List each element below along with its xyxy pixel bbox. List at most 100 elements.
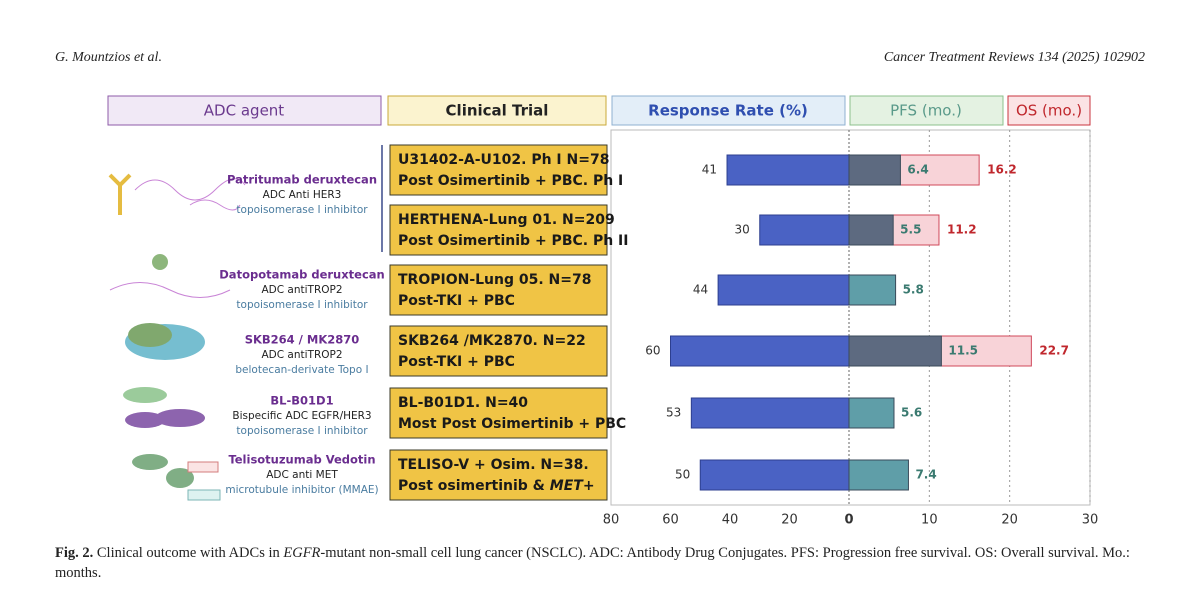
data-label: 44 bbox=[693, 283, 708, 297]
trial-text-part: Post-TKI + PBC bbox=[398, 293, 515, 309]
data-label: 16.2 bbox=[987, 163, 1017, 177]
header-box bbox=[387, 95, 607, 126]
agent-name: BL-B01D1 bbox=[270, 394, 333, 408]
header-box bbox=[107, 95, 382, 126]
column-header: Clinical Trial bbox=[446, 102, 549, 120]
data-label: 11.5 bbox=[948, 344, 978, 358]
response-bar bbox=[717, 274, 850, 306]
response-bar bbox=[670, 335, 850, 367]
caption-text: -mutant non-small cell lung cancer (NSCL… bbox=[55, 545, 1130, 581]
x-tick-label: 80 bbox=[603, 513, 620, 528]
trial-text: Post-TKI + PBC bbox=[398, 293, 515, 309]
agent-name: Datopotamab deruxtecan bbox=[219, 268, 384, 282]
pfs-bar bbox=[848, 154, 901, 186]
legend-entry: OS (mo.) bbox=[1016, 102, 1082, 120]
x-tick-label: 60 bbox=[662, 513, 679, 528]
data-label: 5.5 bbox=[900, 223, 921, 237]
caption-label: Fig. 2. bbox=[55, 545, 94, 561]
trial-text: TELISO-V + Osim. N=38. bbox=[398, 457, 589, 473]
agent-type: Bispecific ADC EGFR/HER3 bbox=[232, 410, 371, 422]
legend-entry: Response Rate (%) bbox=[648, 102, 808, 120]
trial-box bbox=[389, 325, 608, 377]
trial-text: Post osimertinib & MET+ bbox=[398, 478, 595, 494]
data-label: 5.8 bbox=[903, 283, 924, 297]
data-label: 6.4 bbox=[907, 163, 928, 177]
trial-text-part: U31402-A-U102. Ph I N=78 bbox=[398, 152, 609, 168]
header-box bbox=[1007, 95, 1091, 126]
x-tick-label: 40 bbox=[722, 513, 739, 528]
trial-text-part: Post osimertinib & bbox=[398, 478, 550, 494]
trial-text: U31402-A-U102. Ph I N=78 bbox=[398, 152, 609, 168]
agent-type: ADC antiTROP2 bbox=[261, 284, 342, 296]
trial-box bbox=[389, 144, 608, 196]
response-bar bbox=[759, 214, 850, 246]
agent-type: ADC antiTROP2 bbox=[261, 349, 342, 361]
caption-text: Clinical outcome with ADCs in bbox=[93, 545, 284, 561]
trial-box bbox=[389, 204, 608, 256]
agent-name: Patritumab deruxtecan bbox=[227, 173, 377, 187]
caption-text: EGFR bbox=[283, 545, 321, 561]
molecule-images bbox=[108, 173, 246, 501]
x-tick-label: 20 bbox=[781, 513, 798, 528]
data-label: 22.7 bbox=[1039, 344, 1069, 358]
trial-text-part: Most Post Osimertinib + PBC bbox=[398, 416, 626, 432]
trial-text-part: + bbox=[583, 478, 595, 494]
agent-type: ADC Anti HER3 bbox=[263, 189, 342, 201]
trial-text-part: SKB264 /MK2870. N=22 bbox=[398, 333, 586, 349]
chart-frame bbox=[610, 129, 1091, 506]
pfs-bar bbox=[848, 214, 894, 246]
caption: Fig. 2. Clinical outcome with ADCs in EG… bbox=[55, 543, 1150, 583]
response-bar bbox=[726, 154, 850, 186]
pfs-bar bbox=[848, 397, 895, 429]
agent-type: ADC anti MET bbox=[266, 469, 338, 481]
data-label: 5.6 bbox=[901, 406, 922, 420]
pfs-bar bbox=[848, 459, 909, 491]
data-label: 60 bbox=[645, 344, 660, 358]
trial-text-part: TELISO-V + Osim. N=38. bbox=[398, 457, 589, 473]
agent-payload: microtubule inhibitor (MMAE) bbox=[225, 484, 378, 496]
trial-text-part: Post-TKI + PBC bbox=[398, 354, 515, 370]
response-bar bbox=[690, 397, 850, 429]
agent-name: SKB264 / MK2870 bbox=[245, 333, 360, 347]
data-label: 7.4 bbox=[915, 468, 936, 482]
trial-text-part: TROPION-Lung 05. N=78 bbox=[398, 272, 591, 288]
trial-text-part: Post Osimertinib + PBC. Ph I bbox=[398, 173, 623, 189]
trial-text: TROPION-Lung 05. N=78 bbox=[398, 272, 591, 288]
running-authors: G. Mountzios et al. bbox=[55, 50, 162, 65]
response-bar bbox=[699, 459, 850, 491]
agent-payload: topoisomerase I inhibitor bbox=[236, 425, 368, 437]
trial-text: Post-TKI + PBC bbox=[398, 354, 515, 370]
data-label: 53 bbox=[666, 406, 681, 420]
x2-tick-label: 20 bbox=[1001, 513, 1018, 528]
trial-text-part: BL-B01D1. N=40 bbox=[398, 395, 528, 411]
agent-payload: belotecan-derivate Topo I bbox=[235, 364, 368, 376]
trial-box bbox=[389, 264, 608, 316]
header-box bbox=[611, 95, 846, 126]
trial-text-part: Post Osimertinib + PBC. Ph II bbox=[398, 233, 628, 249]
x-tick-label: 0 bbox=[844, 513, 853, 528]
running-journal: Cancer Treatment Reviews 134 (2025) 1029… bbox=[884, 50, 1145, 65]
trial-text: HERTHENA-Lung 01. N=209 bbox=[398, 212, 615, 228]
agent-payload: topoisomerase I inhibitor bbox=[236, 299, 368, 311]
trial-text-part: HERTHENA-Lung 01. N=209 bbox=[398, 212, 615, 228]
header-box bbox=[849, 95, 1004, 126]
data-label: 30 bbox=[734, 223, 749, 237]
column-header: ADC agent bbox=[204, 102, 285, 120]
trial-box bbox=[389, 387, 608, 439]
pfs-bar bbox=[848, 335, 942, 367]
trial-text-part: MET bbox=[550, 478, 584, 494]
agent-payload: topoisomerase I inhibitor bbox=[236, 204, 368, 216]
data-label: 41 bbox=[702, 163, 717, 177]
data-label: 50 bbox=[675, 468, 690, 482]
x2-tick-label: 30 bbox=[1082, 513, 1099, 528]
trial-text: Post Osimertinib + PBC. Ph II bbox=[398, 233, 628, 249]
x2-tick-label: 10 bbox=[921, 513, 938, 528]
trial-text: SKB264 /MK2870. N=22 bbox=[398, 333, 586, 349]
data-label: 11.2 bbox=[947, 223, 977, 237]
trial-box bbox=[389, 449, 608, 501]
trial-text: Post Osimertinib + PBC. Ph I bbox=[398, 173, 623, 189]
pfs-bar bbox=[848, 274, 897, 306]
legend-entry: PFS (mo.) bbox=[890, 102, 962, 120]
